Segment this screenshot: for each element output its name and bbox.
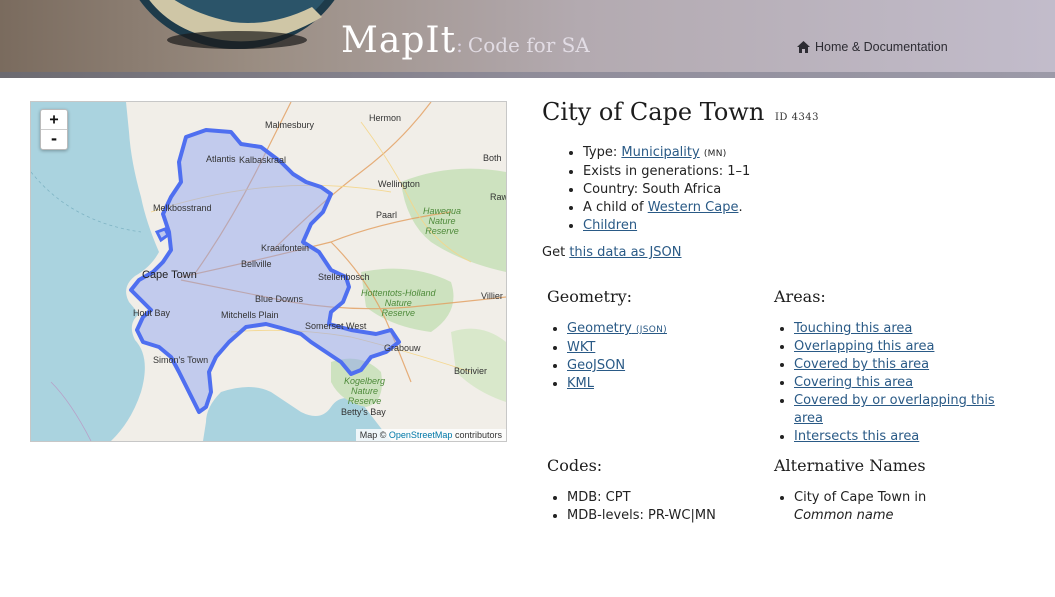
map-label-melkbosstrand: Melkbosstrand [153,203,212,213]
map-label-bellville: Bellville [241,259,272,269]
areas-item: Intersects this area [794,428,1009,446]
covered-by-link[interactable]: Covered by this area [794,357,930,372]
globe-image [139,0,335,49]
areas-item: Covering this area [794,374,1009,392]
intersects-link[interactable]: Intersects this area [794,429,920,444]
logo-subtitle: Code for SA [467,33,590,57]
attribution-suffix: contributors [454,430,502,440]
alternative-name: City of Cape Town in [794,490,927,505]
children-link[interactable]: Children [583,218,638,233]
attribution-prefix: Map © [359,430,387,440]
map-label-hout-bay: Hout Bay [133,308,171,318]
home-link-label: Home & Documentation [815,40,948,54]
json-data-link[interactable]: this data as JSON [569,245,682,260]
overlapping-link[interactable]: Overlapping this area [794,339,935,354]
areas-heading: Areas: [774,287,826,306]
parent-item: A child of Western Cape. [583,199,750,217]
geojson-item: GeoJSON [567,357,667,375]
country-item: Country: South Africa [583,181,750,199]
alternative-names-list: City of Cape Town in Common name [776,489,994,525]
zoom-out-button[interactable]: - [49,130,59,148]
areas-item: Touching this area [794,320,1009,338]
geojson-link[interactable]: GeoJSON [567,358,626,373]
child-of-label: A child of [583,200,644,215]
map-label-hawequa: Hawequa Nature Reserve [423,206,462,236]
header-bottom-bar [0,72,1055,78]
map-label-cape-town: Cape Town [142,269,197,281]
map-label-simons-town: Simon's Town [153,355,209,365]
children-item: Children [583,217,750,235]
map-label-villiers: Villier [481,291,503,301]
map-label-hermon: Hermon [369,113,402,123]
area-name: City of Cape Town [542,98,765,126]
zoom-control: + - [40,109,68,150]
openstreetmap-link[interactable]: OpenStreetMap [388,430,453,440]
map-label-botrivier: Botrivier [454,366,488,376]
map-label-kalbaskraal: Kalbaskraal [239,155,287,165]
wkt-item: WKT [567,339,667,357]
geometry-heading: Geometry: [547,287,633,306]
type-label: Type: [583,145,618,160]
map-label-somerset-west: Somerset West [305,321,367,331]
codes-list: MDB: CPT MDB-levels: PR-WC|MN [549,489,716,525]
map-label-stellenbosch: Stellenbosch [318,272,370,282]
area-map[interactable]: + - Hermon Malmesbury Atlantis Kalbaskra… [30,101,507,442]
covering-link[interactable]: Covering this area [794,375,914,390]
geometry-link-label: Geometry [567,321,632,336]
home-documentation-link[interactable]: Home & Documentation [797,40,948,54]
map-label-blue-downs: Blue Downs [255,294,304,304]
map-label-atlantis: Atlantis [206,154,236,164]
logo-main-text: MapIt [341,20,457,61]
kml-item: KML [567,375,667,393]
touching-link[interactable]: Touching this area [794,321,913,336]
map-label-wellington: Wellington [378,179,420,189]
parent-suffix: . [738,200,743,215]
municipality-link[interactable]: Municipality [621,145,700,160]
zoom-in-button[interactable]: + [41,110,67,130]
map-label-malmesbury: Malmesbury [265,120,315,130]
kml-link[interactable]: KML [567,376,594,391]
geometry-item: Geometry (JSON) [567,320,667,339]
wkt-link[interactable]: WKT [567,340,596,355]
map-label-kraaifontein: Kraaifontein [261,243,310,253]
geometry-json-suffix: (JSON) [635,325,667,335]
code-item-mdb-levels: MDB-levels: PR-WC|MN [567,507,716,525]
code-item-mdb: MDB: CPT [567,489,716,507]
map-label-both: Both [483,153,502,163]
area-title: City of Cape Town ID 4343 [542,98,819,126]
codes-heading: Codes: [547,456,603,475]
map-label-hottentots-holland: Hottentots-Holland Nature Reserve [361,288,436,318]
map-attribution: Map © OpenStreetMap contributors [355,429,506,441]
get-prefix: Get [542,245,566,260]
areas-item: Covered by this area [794,356,1009,374]
geometry-list: Geometry (JSON) WKT GeoJSON KML [549,320,667,393]
areas-list: Touching this area Overlapping this area… [776,320,1009,446]
areas-item: Covered by or overlapping this area [794,392,1009,428]
area-type-item: Type: Municipality (MN) [583,144,750,163]
type-code: (MN) [703,149,727,159]
alternative-name-type: Common name [794,508,894,523]
map-label-paarl: Paarl [376,210,398,220]
areas-item: Overlapping this area [794,338,1009,356]
map-label-raw: Raw [490,192,507,202]
map-label-grabouw: Grabouw [384,343,421,353]
map-label-kogelberg: Kogelberg Nature Reserve [344,376,386,406]
alternative-names-heading: Alternative Names [774,456,926,475]
area-info-list: Type: Municipality (MN) Exists in genera… [565,144,750,235]
get-json-line: Get this data as JSON [542,245,682,260]
site-logo[interactable]: MapIt: Code for SA [341,20,590,61]
site-header: MapIt: Code for SA Home & Documentation [0,0,1055,78]
home-icon [797,41,810,53]
map-label-bettys-bay: Betty's Bay [341,407,386,417]
map-tiles [31,102,506,441]
western-cape-link[interactable]: Western Cape [647,200,739,215]
area-id: ID 4343 [774,112,820,123]
generations-item: Exists in generations: 1–1 [583,163,750,181]
covered-or-overlapping-link[interactable]: Covered by or overlapping this area [794,393,995,426]
alternative-name-item: City of Cape Town in Common name [794,489,994,525]
geometry-json-link[interactable]: Geometry (JSON) [567,321,667,336]
logo-separator: : [456,33,463,57]
map-label-mitchells-plain: Mitchells Plain [221,310,279,320]
